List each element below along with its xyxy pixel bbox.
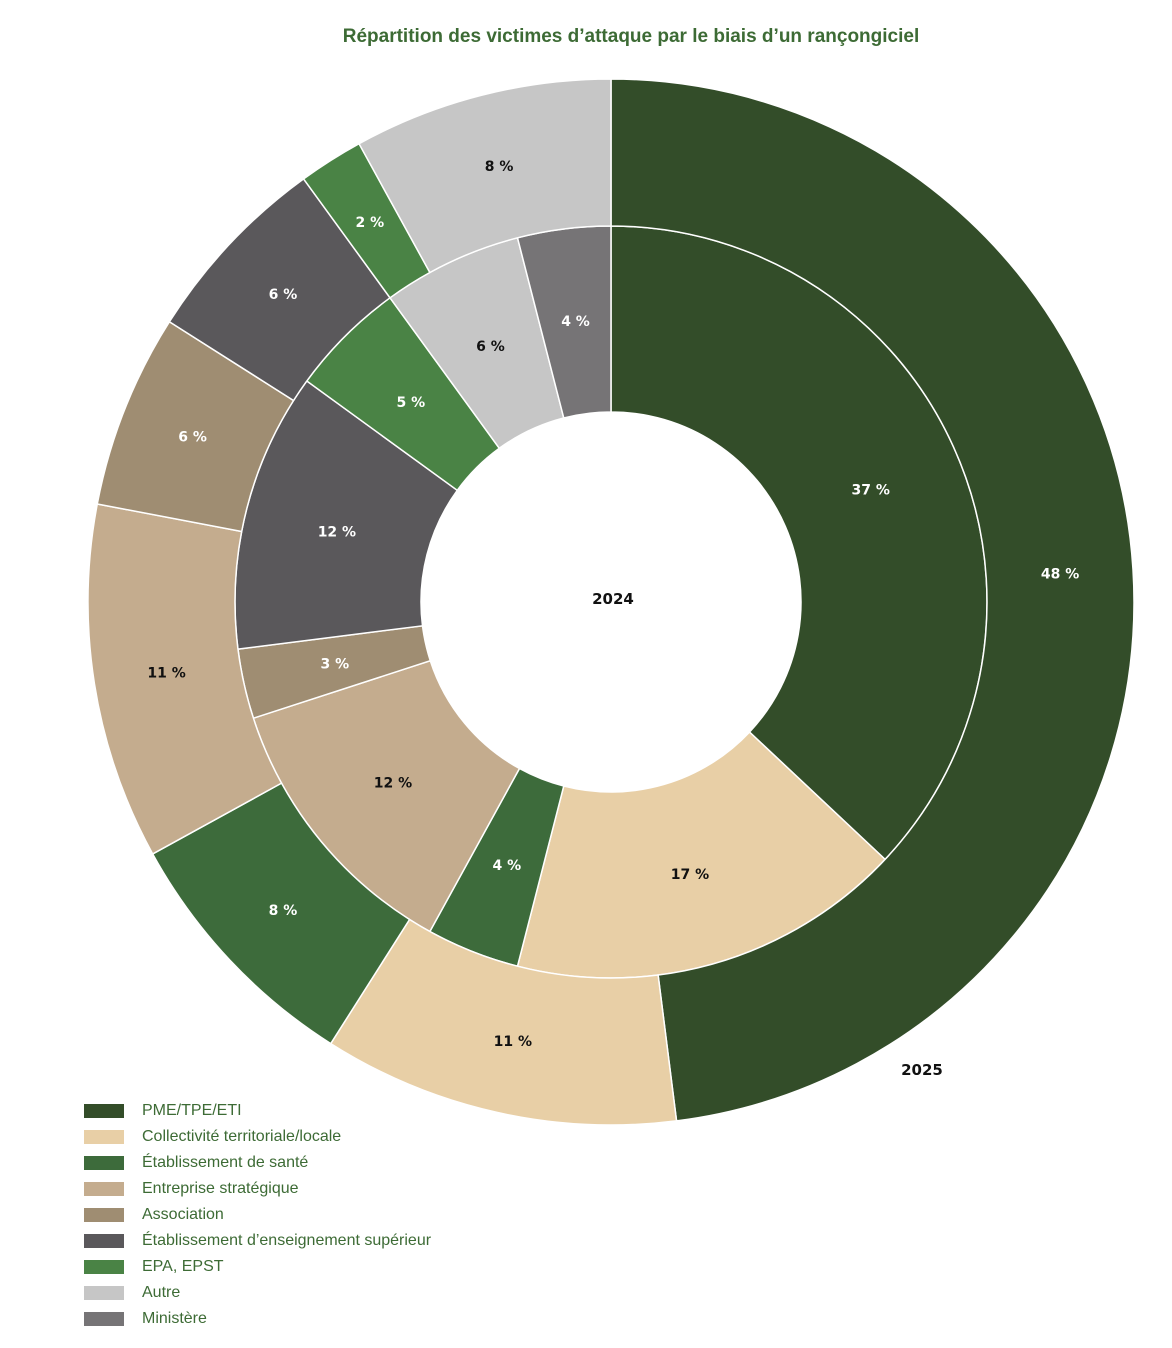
outer-ring-year-label: 2025 [901, 1061, 943, 1079]
legend-item: Établissement de santé [84, 1150, 431, 1176]
legend-swatch [84, 1208, 124, 1222]
slice-label-outer-6: 2 % [356, 215, 385, 231]
legend-item: Ministère [84, 1306, 431, 1332]
slice-label-outer-5: 6 % [269, 287, 298, 303]
slice-label-outer-4: 6 % [178, 429, 207, 445]
legend-item: Entreprise stratégique [84, 1176, 431, 1202]
legend-swatch [84, 1260, 124, 1274]
slice-label-inner-2: 4 % [492, 858, 521, 874]
legend-item: Association [84, 1202, 431, 1228]
donut-labels: 37 % 17 % 4 % 12 % 3 % 12 % 5 % 6 % 4 % 48 % 11 % 8… [147, 159, 1079, 1050]
legend-label: Ministère [142, 1310, 207, 1327]
legend-label: Autre [142, 1284, 181, 1301]
slice-label-inner-6: 5 % [397, 395, 426, 411]
legend-swatch [84, 1156, 124, 1170]
slice-label-inner-7: 6 % [476, 339, 505, 355]
legend-label: Établissement d’enseignement supérieur [142, 1232, 432, 1249]
slice-label-inner-1: 17 % [671, 867, 709, 883]
legend-label: Établissement de santé [142, 1154, 309, 1171]
legend: PME/TPE/ETI Collectivité territoriale/loc… [84, 1098, 431, 1332]
legend-swatch [84, 1234, 124, 1248]
legend-swatch [84, 1312, 124, 1326]
slice-label-outer-3: 11 % [147, 665, 185, 681]
legend-label: Association [142, 1206, 224, 1223]
slice-outer-0 [610, 78, 1135, 1122]
slice-label-inner-5: 12 % [318, 525, 356, 541]
donut-slices [87, 78, 1135, 1126]
chart-title: Répartition des victimes d’attaque par l… [342, 26, 920, 47]
slice-label-inner-8: 4 % [561, 314, 590, 330]
slice-label-outer-0: 48 % [1041, 567, 1079, 583]
legend-swatch [84, 1104, 124, 1118]
legend-item: Autre [84, 1280, 431, 1306]
slice-outer-7 [358, 78, 612, 274]
inner-ring-year-label: 2024 [592, 590, 634, 608]
legend-label: PME/TPE/ETI [142, 1102, 242, 1119]
legend-swatch [84, 1130, 124, 1144]
legend-item: Collectivité territoriale/locale [84, 1124, 431, 1150]
slice-label-outer-1: 11 % [494, 1034, 532, 1050]
slice-label-outer-7: 8 % [485, 159, 514, 175]
legend-label: EPA, EPST [142, 1258, 224, 1275]
legend-swatch [84, 1182, 124, 1196]
slice-label-inner-3: 12 % [374, 775, 412, 791]
slice-label-inner-0: 37 % [852, 483, 890, 499]
legend-item: PME/TPE/ETI [84, 1098, 431, 1124]
legend-item: Établissement d’enseignement supérieur [84, 1228, 431, 1254]
slice-label-outer-2: 8 % [269, 903, 298, 919]
legend-swatch [84, 1286, 124, 1300]
legend-label: Entreprise stratégique [142, 1180, 299, 1197]
legend-item: EPA, EPST [84, 1254, 431, 1280]
legend-label: Collectivité territoriale/locale [142, 1128, 342, 1145]
slice-label-inner-4: 3 % [320, 657, 349, 673]
